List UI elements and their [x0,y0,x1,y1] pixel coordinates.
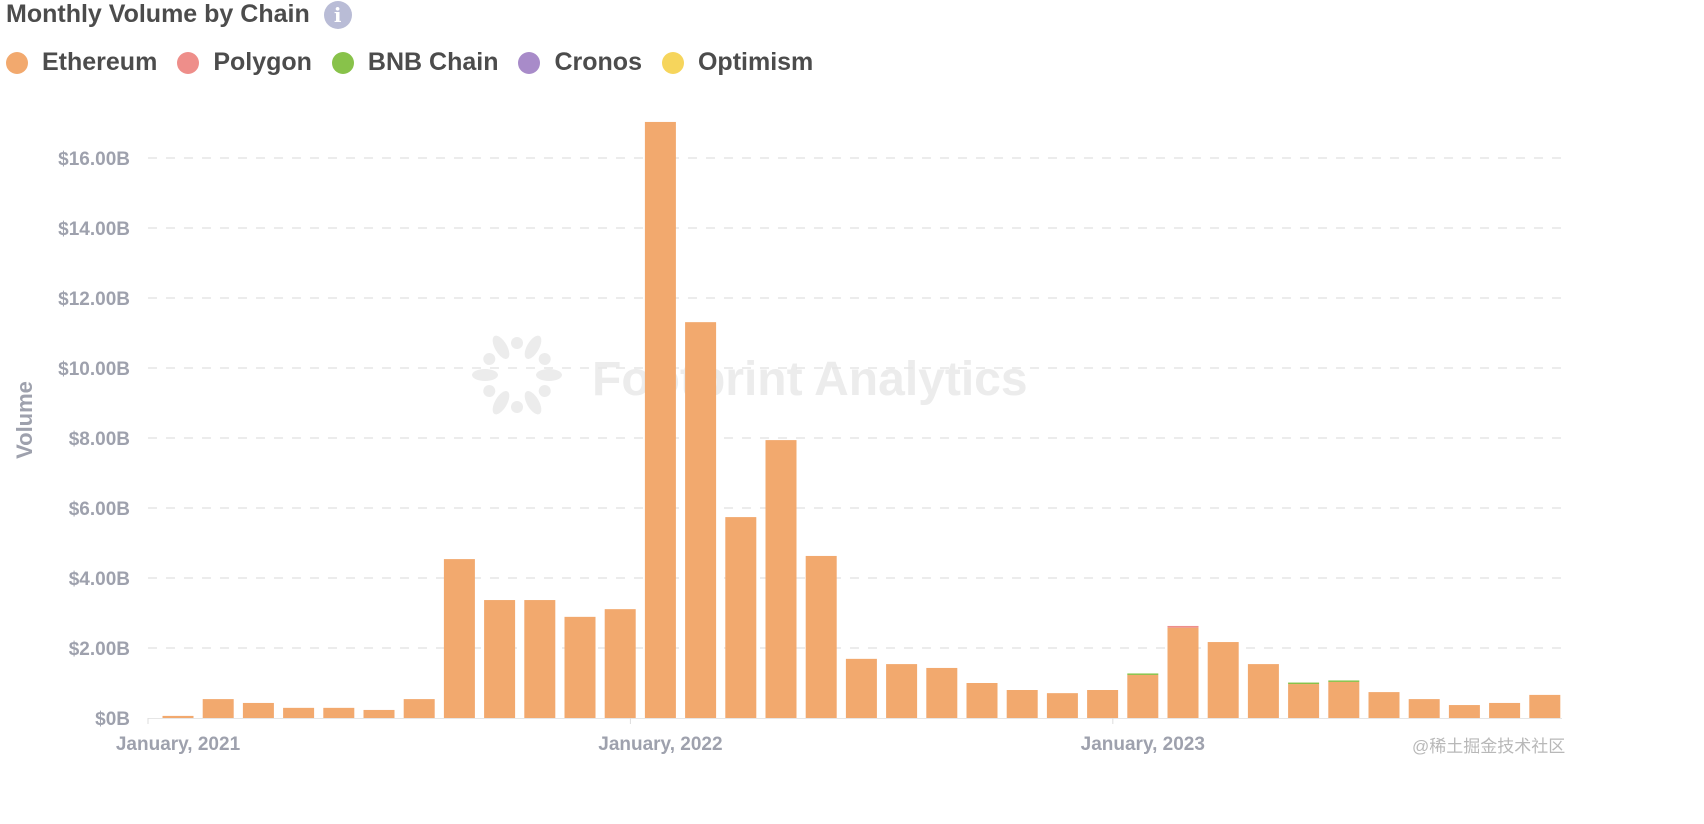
legend-item-polygon[interactable]: Polygon [177,48,312,77]
bar-ethereum-2023-03[interactable] [1207,642,1239,718]
y-tick-label: $14.00B [58,219,130,240]
legend-label: Optimism [697,48,814,76]
bar-ethereum-2023-04[interactable] [1247,664,1279,718]
chart-title: Monthly Volume by Chain [6,0,310,28]
bar-ethereum-2021-07[interactable] [403,699,435,718]
bar-ethereum-2022-06[interactable] [845,658,877,718]
bar-ethereum-2023-09[interactable] [1448,705,1480,718]
bar-bnb-chain-2023-01[interactable] [1127,673,1159,675]
y-tick-label: $8.00B [69,429,130,450]
bar-ethereum-2023-01[interactable] [1127,674,1159,718]
bar-ethereum-2022-01[interactable] [644,121,676,718]
legend: Ethereum Polygon BNB Chain Cronos Optimism [6,48,813,77]
bar-ethereum-2022-03[interactable] [725,517,757,718]
bar-ethereum-2023-07[interactable] [1368,692,1400,718]
bar-ethereum-2022-02[interactable] [685,322,717,718]
bar-ethereum-2021-12[interactable] [604,609,636,718]
bar-ethereum-2021-06[interactable] [363,709,395,718]
bar-polygon-2023-02[interactable] [1167,625,1199,628]
legend-label: Ethereum [42,48,158,76]
legend-label: BNB Chain [367,48,499,76]
bar-ethereum-2022-08[interactable] [926,667,958,718]
bar-ethereum-2021-05[interactable] [323,707,355,718]
legend-dot-icon [518,51,541,74]
y-tick-label: $4.00B [69,569,130,590]
y-tick-label: $12.00B [58,289,130,310]
y-axis-label: Volume [12,381,37,459]
bar-ethereum-2021-09[interactable] [484,600,516,718]
bar-ethereum-2022-09[interactable] [966,683,998,718]
legend-label: Cronos [554,48,642,76]
bar-ethereum-2022-10[interactable] [1006,690,1038,718]
bar-ethereum-2023-11[interactable] [1529,694,1561,718]
bar-ethereum-2021-01[interactable] [162,715,194,718]
x-tick-label: January, 2022 [598,734,722,755]
x-tick-label: January, 2023 [1081,734,1205,755]
watermark-logo [472,335,562,415]
bar-ethereum-2021-08[interactable] [443,559,475,718]
legend-dot-icon [661,51,684,74]
bar-ethereum-2021-02[interactable] [202,699,234,718]
bar-ethereum-2021-04[interactable] [283,707,315,718]
bar-ethereum-2023-06[interactable] [1328,681,1360,718]
bar-ethereum-2023-08[interactable] [1408,699,1440,718]
legend-item-cronos[interactable]: Cronos [518,48,642,77]
chart-title-row: Monthly Volume by Chain i [6,0,352,29]
bar-ethereum-2022-11[interactable] [1046,693,1078,718]
bar-ethereum-2022-12[interactable] [1087,690,1119,718]
legend-label: Polygon [213,48,312,76]
x-tick-label: January, 2021 [116,734,241,755]
legend-dot-icon [177,51,200,74]
info-icon[interactable]: i [323,0,352,29]
y-tick-label: $10.00B [58,359,130,380]
bar-ethereum-2022-05[interactable] [805,555,837,718]
y-tick-label: $16.00B [58,149,130,170]
legend-item-bnb-chain[interactable]: BNB Chain [331,48,499,77]
legend-item-ethereum[interactable]: Ethereum [6,48,157,77]
bar-bnb-chain-2023-05[interactable] [1288,682,1320,685]
bar-ethereum-2021-03[interactable] [242,702,274,718]
bar-ethereum-2023-02[interactable] [1167,627,1199,718]
legend-dot-icon [6,51,28,74]
bar-ethereum-2023-10[interactable] [1489,702,1521,718]
bar-ethereum-2022-04[interactable] [765,440,797,718]
bar-ethereum-2023-05[interactable] [1288,684,1320,718]
bar-ethereum-2021-11[interactable] [564,616,596,718]
y-tick-label: $2.00B [69,639,130,660]
legend-item-optimism[interactable]: Optimism [661,48,814,77]
site-watermark: @稀土掘金技术社区 [1412,737,1566,756]
bar-bnb-chain-2023-06[interactable] [1328,680,1360,682]
y-tick-label: $6.00B [69,499,130,520]
bar-ethereum-2021-10[interactable] [524,600,556,718]
y-tick-label: $0B [95,709,130,730]
bar-ethereum-2022-07[interactable] [886,664,918,718]
legend-dot-icon [331,51,354,74]
